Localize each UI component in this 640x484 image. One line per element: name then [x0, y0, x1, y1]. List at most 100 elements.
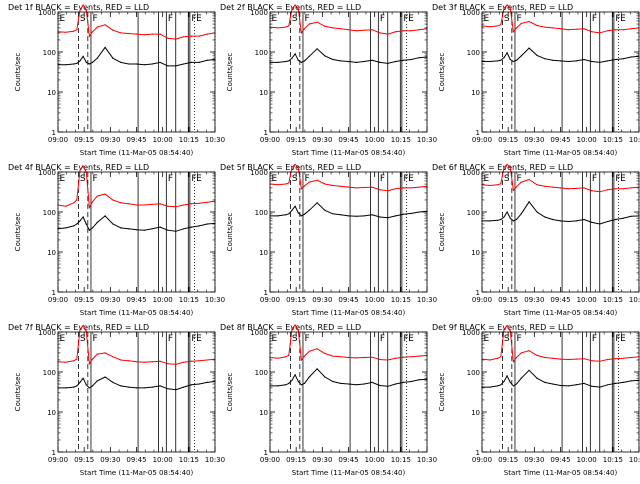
series-line-events [482, 369, 640, 388]
x-tick-label: 10:30 [205, 296, 225, 304]
data-point-events [82, 55, 84, 57]
data-point-lld [91, 358, 94, 360]
data-point-events [159, 226, 161, 228]
data-point-events [303, 213, 306, 215]
data-point-lld [288, 182, 290, 184]
data-point-events [503, 57, 505, 59]
panel-det-7: Det 7f BLACK = Events, RED = LLD Counts/s… [8, 323, 225, 477]
data-point-events [65, 387, 67, 389]
data-point-events [528, 369, 530, 371]
x-tick-label: 10:30 [205, 136, 225, 144]
panel-det-1: Det 1f BLACK = Events, RED = LLD Counts/s… [8, 3, 225, 157]
data-point-events [300, 215, 302, 217]
data-point-lld [112, 29, 114, 31]
x-tick-label: 10:00 [153, 456, 173, 464]
data-point-lld [65, 361, 67, 363]
y-tick-label: 1 [52, 289, 56, 297]
data-point-lld [340, 356, 342, 358]
interval-marker-label: F [516, 174, 521, 184]
data-point-lld [183, 361, 185, 363]
data-point-events [88, 229, 90, 231]
data-point-events [497, 60, 499, 62]
y-tick-label: 1000 [250, 9, 268, 17]
data-point-events [340, 382, 342, 384]
data-point-events [277, 385, 279, 387]
interval-marker-label: E [60, 334, 66, 344]
data-point-events [528, 47, 530, 49]
data-point-events [128, 386, 130, 388]
data-point-lld [379, 32, 381, 34]
y-tick-label: 1 [264, 449, 268, 457]
y-tick-label: 1 [52, 449, 56, 457]
data-point-lld [607, 30, 609, 32]
plot-frame [481, 171, 640, 293]
data-point-events [308, 55, 310, 57]
data-point-events [591, 385, 593, 387]
data-point-events [489, 220, 491, 222]
interval-marker-label: F [191, 334, 196, 344]
panel-det-9: Det 9f BLACK = Events, RED = LLD Counts/s… [432, 323, 640, 477]
data-point-events [183, 63, 185, 65]
x-tick-label: 10:30 [417, 296, 437, 304]
data-point-lld [206, 33, 208, 35]
data-point-events [515, 383, 518, 385]
series-line-events [58, 46, 216, 67]
data-point-lld [520, 352, 522, 354]
data-point-events [559, 220, 562, 222]
plot-frame [269, 171, 428, 293]
data-point-events [288, 213, 290, 215]
x-tick-label: 10:15 [179, 296, 199, 304]
x-axis-label: Start Time (11-Mar-05 08:54:40) [504, 469, 618, 477]
x-tick-label: 10:15 [391, 456, 411, 464]
interval-marker-label: F [380, 174, 385, 184]
data-point-lld [285, 183, 287, 185]
y-tick-label: 10 [471, 409, 480, 417]
x-tick-label: 09:15 [286, 136, 306, 144]
data-point-lld [135, 361, 138, 363]
data-point-lld [536, 184, 538, 186]
data-point-events [520, 377, 522, 379]
data-point-lld [128, 203, 130, 205]
interval-marker-label: E [196, 334, 202, 344]
data-point-events [489, 386, 491, 388]
x-tick-label: 09:30 [100, 136, 120, 144]
data-point-lld [544, 26, 546, 28]
data-point-lld [324, 183, 326, 185]
data-point-events [567, 220, 570, 223]
data-point-events [151, 63, 153, 65]
data-point-events [509, 217, 511, 219]
x-tick-label: 09:30 [100, 296, 120, 304]
data-point-lld [347, 186, 350, 188]
panel-det-8: Det 8f BLACK = Events, RED = LLD Counts/s… [220, 323, 437, 477]
interval-marker-label: E [620, 14, 626, 24]
x-tick-label: 10:30 [417, 136, 437, 144]
data-point-events [135, 229, 138, 231]
x-tick-label: 09:00 [472, 296, 492, 304]
data-point-events [297, 59, 299, 61]
x-tick-label: 10:00 [153, 136, 173, 144]
data-point-lld [332, 184, 334, 187]
panel-det-2: Det 2f BLACK = Events, RED = LLD Counts/s… [220, 3, 437, 157]
data-point-lld [528, 350, 530, 352]
data-point-lld [73, 30, 75, 32]
data-point-lld [73, 202, 75, 204]
data-point-events [340, 60, 342, 62]
data-point-lld [395, 31, 397, 33]
data-point-lld [418, 186, 420, 188]
data-point-events [324, 55, 326, 57]
data-point-lld [96, 195, 98, 197]
x-tick-label: 09:45 [550, 136, 570, 144]
data-point-events [575, 384, 577, 386]
data-point-events [355, 61, 357, 64]
y-tick-label: 1000 [38, 169, 56, 177]
interval-marker-label: E [196, 14, 202, 24]
data-point-lld [143, 34, 145, 36]
data-point-events [528, 201, 530, 203]
data-point-events [291, 209, 293, 211]
interval-marker-label: E [196, 174, 202, 184]
y-tick-label: 10 [47, 89, 56, 97]
y-tick-label: 10 [471, 249, 480, 257]
y-axis-label: Counts/sec [226, 373, 234, 412]
